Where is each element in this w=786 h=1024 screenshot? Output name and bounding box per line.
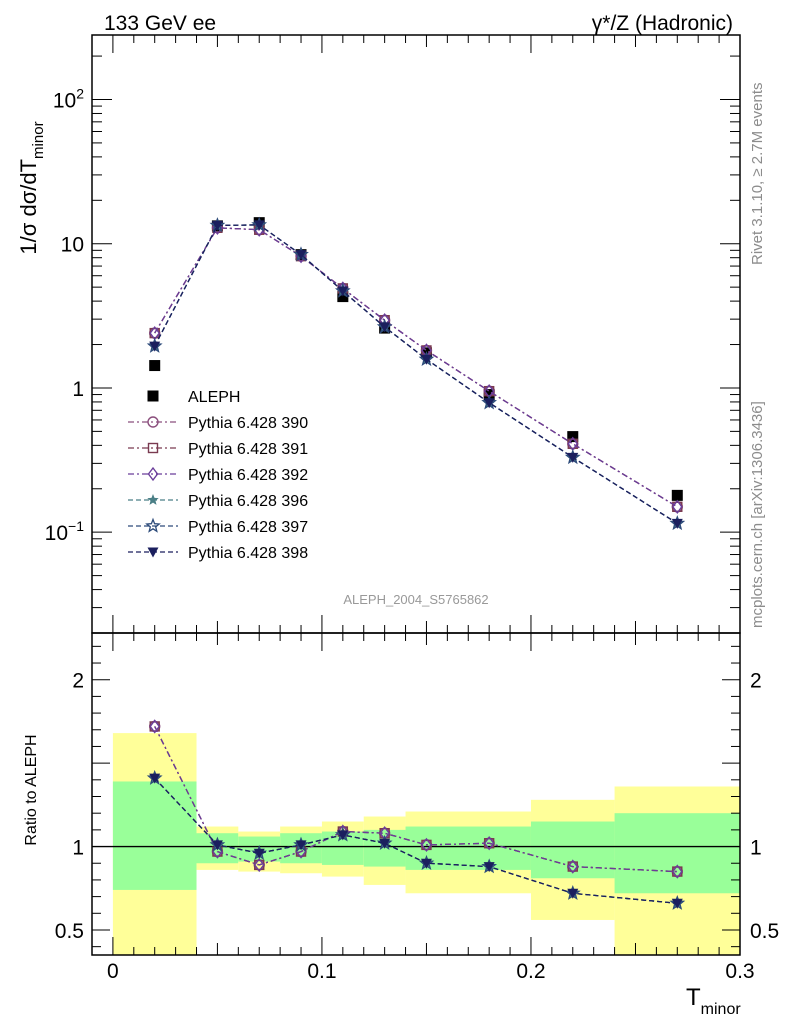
ratio-ticks	[92, 633, 741, 955]
legend-entry: Pythia 6.428 390	[128, 415, 308, 432]
ratio-point	[149, 773, 161, 784]
ratio-point	[295, 840, 307, 851]
ratio-point	[379, 838, 391, 849]
x-tick-label: 0.1	[307, 960, 336, 983]
ratio-y-axis-title: Ratio to ALEPH	[23, 734, 40, 845]
legend-marker	[147, 547, 159, 558]
legend-label: Pythia 6.428 397	[188, 519, 308, 536]
data-point	[671, 499, 683, 514]
legend-label: Pythia 6.428 391	[188, 441, 308, 458]
ratio-y-tick-label: 1	[72, 837, 84, 860]
inner-band	[530, 821, 615, 879]
data-point	[420, 354, 432, 365]
series-7	[149, 220, 683, 529]
data-point	[567, 452, 579, 463]
y-tick-label: 102	[53, 85, 84, 112]
legend-label: Pythia 6.428 392	[188, 467, 308, 484]
y-tick-label: 10−1	[45, 518, 85, 545]
series-1	[149, 217, 683, 501]
ratio-panel: 0.5 0.5 1 1 2 2 0 0.1 0.2 0.3 Ratio to ALEPH Tminor	[23, 632, 779, 1018]
ratio-point	[211, 840, 223, 851]
data-point	[149, 341, 161, 352]
legend-entry: Pythia 6.428 397	[128, 517, 308, 536]
legend: ALEPH Pythia 6.428 390 Pythia 6.428 391 Pyt…	[128, 389, 308, 562]
ratio-point	[671, 898, 683, 909]
ratio-point	[149, 719, 161, 734]
y-tick-label: 1	[72, 378, 84, 401]
data-point	[295, 250, 307, 261]
x-axis-title: Tminor	[686, 984, 741, 1018]
series-line	[154, 224, 678, 524]
legend-label: Pythia 6.428 390	[188, 415, 308, 432]
energy-label: 133 GeV ee	[104, 12, 216, 35]
series-line	[154, 227, 678, 508]
legend-entry: Pythia 6.428 396	[128, 493, 308, 510]
ratio-point	[253, 857, 265, 873]
data-point	[567, 431, 579, 443]
ratio-point	[253, 848, 265, 859]
x-tick-label: 0.3	[725, 960, 754, 983]
ratio-line	[154, 777, 678, 904]
ratio-point	[420, 858, 432, 869]
legend-entry: Pythia 6.428 392	[128, 466, 308, 484]
ratio-y-tick-label: 0.5	[55, 920, 84, 943]
main-frame	[91, 34, 741, 634]
legend-marker	[147, 466, 159, 482]
data-point	[379, 322, 391, 333]
ratio-point	[483, 862, 495, 873]
analysis-label: ALEPH_2004_S5765862	[343, 592, 488, 607]
ratio-point	[421, 837, 432, 853]
inner-band	[614, 813, 740, 894]
ratio-frame	[91, 632, 741, 956]
ratio-y-tick-label-right: 0.5	[750, 920, 779, 943]
legend-marker	[145, 517, 161, 533]
x-tick-label: 0	[107, 960, 119, 983]
legend-entry: Pythia 6.428 398	[128, 545, 308, 562]
y-axis-title: 1/σ dσ/dTminor	[16, 121, 47, 254]
legend-marker	[147, 416, 159, 428]
legend-label: ALEPH	[188, 389, 240, 406]
data-point	[337, 286, 349, 297]
ratio-y-tick-label-right: 2	[750, 670, 762, 693]
legend-marker	[147, 442, 159, 454]
inner-band	[112, 781, 197, 890]
data-point	[483, 398, 495, 409]
ratio-series-6	[149, 773, 683, 909]
main-y-ticks	[92, 35, 741, 634]
ratio-point	[567, 859, 579, 874]
legend-label: Pythia 6.428 396	[188, 493, 308, 510]
mcplots-label: mcplots.cern.ch [arXiv:1306.3436]	[749, 401, 766, 628]
ratio-y-tick-label: 2	[72, 670, 84, 693]
data-point	[671, 489, 683, 501]
legend-marker	[147, 494, 159, 505]
ratio-point	[671, 864, 683, 879]
main-panel: 102 10 1 10−1 1/σ dσ/dTminor	[16, 34, 741, 634]
legend-label: Pythia 6.428 398	[188, 545, 308, 562]
ratio-point	[483, 836, 495, 851]
x-tick-label: 0.2	[516, 960, 545, 983]
data-point	[253, 220, 265, 231]
legend-entry: Pythia 6.428 391	[128, 441, 308, 458]
series-line	[154, 227, 678, 508]
data-point	[671, 501, 683, 513]
ratio-point	[567, 888, 579, 899]
ratio-line	[154, 726, 678, 873]
data-point	[149, 360, 161, 372]
data-point	[149, 327, 161, 339]
data-point	[211, 220, 223, 231]
ratio-point	[337, 830, 349, 841]
y-tick-label: 10	[61, 234, 84, 257]
rivet-version-label: Rivet 3.1.10, ≥ 2.7M events	[749, 83, 766, 266]
data-point	[671, 518, 683, 529]
data-point	[337, 291, 349, 303]
legend-marker	[147, 390, 159, 402]
series-line	[154, 227, 678, 508]
legend-entry: ALEPH	[147, 389, 240, 406]
process-label: γ*/Z (Hadronic)	[592, 12, 733, 35]
ratio-y-tick-label-right: 1	[750, 837, 762, 860]
